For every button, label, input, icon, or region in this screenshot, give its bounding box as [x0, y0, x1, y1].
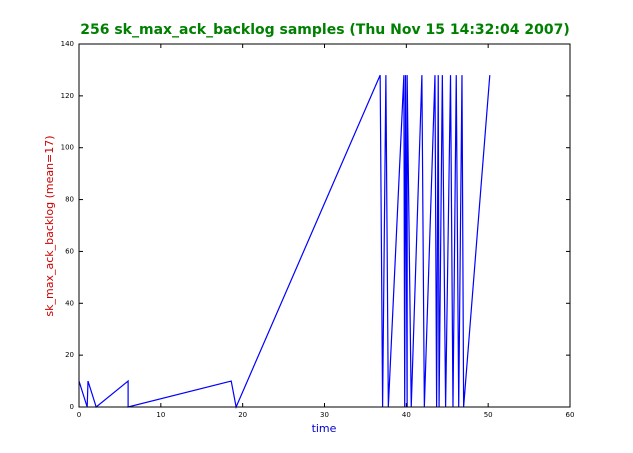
y-axis-label: sk_max_ack_backlog (mean=17) [43, 135, 56, 316]
y-tick-label: 40 [65, 299, 74, 307]
x-tick-label: 30 [320, 411, 329, 419]
y-tick-label: 140 [61, 40, 74, 48]
x-tick-label: 10 [156, 411, 165, 419]
y-tick-label: 60 [65, 247, 74, 255]
x-tick-label: 40 [402, 411, 411, 419]
y-tick-label: 80 [65, 196, 74, 204]
x-axis-label: time [312, 422, 337, 435]
x-tick-label: 50 [484, 411, 493, 419]
x-tick-label: 20 [238, 411, 247, 419]
y-tick-label: 120 [61, 92, 74, 100]
x-tick-label: 0 [77, 411, 81, 419]
y-tick-label: 100 [61, 144, 74, 152]
y-tick-label: 0 [70, 403, 74, 411]
chart-title: 256 sk_max_ack_backlog samples (Thu Nov … [80, 22, 569, 38]
line [78, 74, 491, 410]
x-tick-label: 60 [566, 411, 575, 419]
y-tick-label: 20 [65, 351, 74, 359]
